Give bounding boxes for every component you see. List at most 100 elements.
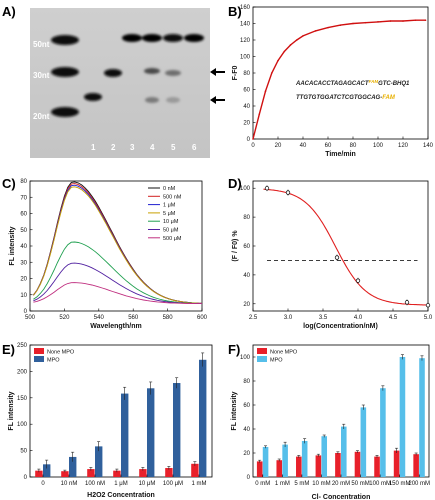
data-point <box>285 190 291 195</box>
y-tick-label: 150 <box>17 396 28 402</box>
legend-label: 500 nM <box>163 194 182 200</box>
legend-label: 10 μM <box>163 219 179 225</box>
sequence-1-part: GTC-BHQ1 <box>378 81 410 87</box>
bar <box>276 460 283 477</box>
y-tick-label: 200 <box>17 369 28 375</box>
gel-band <box>122 34 142 42</box>
bar <box>360 407 367 477</box>
y-tick-label: 10 <box>20 293 27 299</box>
chart-b: 0 20 40 60 80 100 120 140 0 20 40 60 80 100 120 140 160 T… <box>232 5 434 158</box>
x-tick-label: 100 nM <box>85 481 105 487</box>
bar <box>256 461 263 477</box>
data-point <box>283 50 286 53</box>
legend-label: 5 μM <box>163 211 176 217</box>
x-tick-label: 5 mM <box>294 481 309 487</box>
spectrum-line <box>33 186 203 304</box>
data-point <box>314 30 317 32</box>
x-tick-label: 1 mM <box>192 481 207 487</box>
data-point <box>377 21 379 23</box>
y-tick-label: 20 <box>243 121 250 127</box>
bar <box>393 450 400 477</box>
gel-band <box>84 93 102 101</box>
data-point <box>414 19 417 22</box>
fam-label: FAM <box>382 95 396 101</box>
y-tick-label: 40 <box>243 273 250 279</box>
sequence-2-part: TTGTGTGGATCTCGTGGCAG- <box>296 95 382 101</box>
lane-label: 3 <box>130 143 135 152</box>
bar <box>113 470 121 477</box>
y-axis-label: FL intensity <box>231 391 238 430</box>
gel-band <box>145 97 159 103</box>
panel-label-d: D) <box>228 176 242 191</box>
gel-band <box>51 35 79 45</box>
plot-frame <box>29 180 203 312</box>
x-tick-label: 3.5 <box>319 315 328 321</box>
panel-label-f: F) <box>228 342 240 357</box>
x-axis-label: Cl- Concentration <box>312 494 371 500</box>
x-tick-label: 0 mM <box>255 481 270 487</box>
data-point <box>402 20 404 22</box>
x-tick-label: 0 <box>251 143 255 149</box>
spectrum-line <box>33 262 203 305</box>
x-axis-label: H2O2 Concentration <box>87 492 155 499</box>
data-point <box>252 138 254 140</box>
gel-image: 50nt 30nt 20nt 1 2 3 4 5 6 <box>30 8 225 158</box>
y-tick-label: 80 <box>243 71 250 77</box>
y-tick-label: 40 <box>243 104 250 110</box>
gel-band <box>184 34 204 42</box>
arrow-upper <box>210 68 225 76</box>
sequence-1-part: AACACACCTAGAGCACT <box>295 81 370 87</box>
bar <box>173 383 181 477</box>
lane-label: 6 <box>192 143 197 152</box>
x-axis-label: log(Concentration/nM) <box>303 323 378 330</box>
legend-label: 500 μM <box>163 236 182 242</box>
legend-swatch <box>34 348 44 354</box>
y-tick-label: 0 <box>247 137 251 143</box>
y-tick-label: 40 <box>243 427 250 433</box>
x-tick-label: 10 mM <box>312 481 330 487</box>
bar <box>335 453 341 477</box>
data-point <box>289 44 292 46</box>
bar <box>419 358 425 477</box>
x-tick-label: 80 <box>350 143 357 149</box>
y-tick-label: 100 <box>240 186 251 192</box>
gel-band <box>142 34 162 42</box>
x-tick-label: 100 mM <box>369 481 391 487</box>
data-point <box>327 26 329 29</box>
gel-band <box>51 67 79 77</box>
y-tick-label: 0 <box>247 475 251 481</box>
chart-c: 500 520 540 560 580 600 0 10 20 30 40 50 60 70 80 Wavel… <box>9 179 208 330</box>
bar <box>35 470 43 477</box>
y-tick-label: 100 <box>240 55 251 61</box>
x-tick-label: 140 <box>423 143 434 149</box>
bar <box>95 446 103 477</box>
data-point <box>258 113 261 116</box>
bar <box>43 464 51 477</box>
y-tick-label: 20 <box>243 451 250 457</box>
bar <box>301 441 308 477</box>
sequence-1: AACACACCTAGAGCACTFAMGTC-BHQ1 <box>295 79 410 87</box>
bar <box>191 463 199 477</box>
data-point <box>425 303 431 308</box>
y-tick-label: 60 <box>243 403 250 409</box>
y-tick-label: 100 <box>17 422 28 428</box>
y-axis-label: (F / F0) % <box>232 230 239 262</box>
data-point <box>389 20 392 22</box>
x-tick-label: 10 nM <box>61 481 78 487</box>
bar <box>315 455 322 477</box>
bar <box>341 426 347 477</box>
y-tick-label: 140 <box>240 22 251 28</box>
plot-frame <box>252 180 429 312</box>
x-tick-label: 520 <box>59 315 70 321</box>
bar <box>139 469 147 477</box>
x-tick-label: 4.5 <box>389 315 398 321</box>
marker-20nt: 20nt <box>33 112 50 121</box>
legend-label: MPO <box>270 358 283 364</box>
x-tick-label: 20 <box>275 143 282 149</box>
y-tick-label: 160 <box>240 5 251 11</box>
data-point <box>339 24 342 26</box>
gel-band <box>51 107 79 117</box>
x-tick-label: 120 <box>398 143 409 149</box>
bar <box>199 359 207 477</box>
